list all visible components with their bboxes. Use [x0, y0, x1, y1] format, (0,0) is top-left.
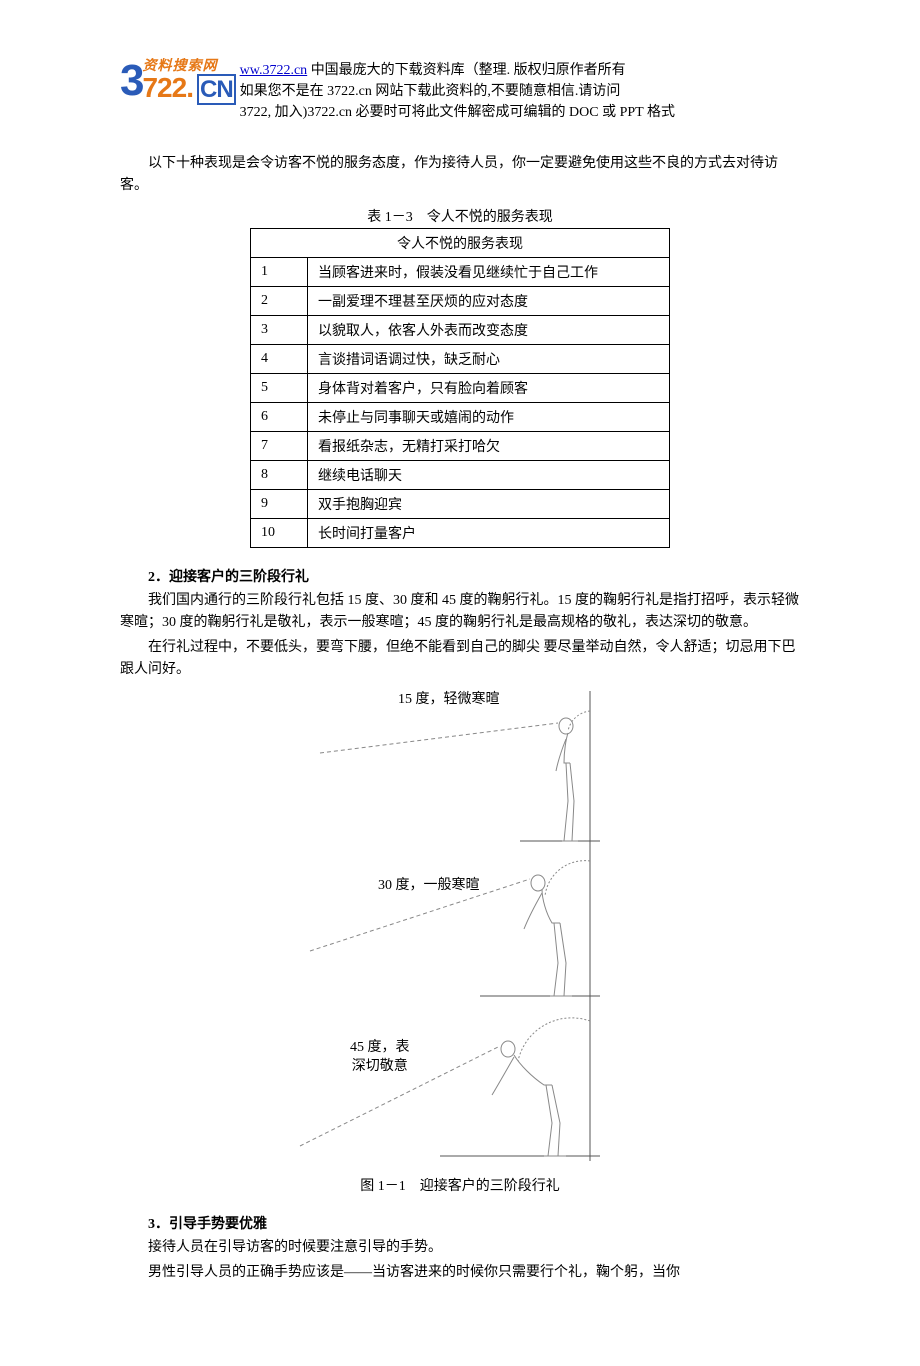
- row-text: 看报纸杂志，无精打采打哈欠: [308, 431, 670, 460]
- table-row: 5身体背对着客户，只有脸向着顾客: [251, 373, 670, 402]
- table-row: 2一副爱理不理甚至厌烦的应对态度: [251, 286, 670, 315]
- figure-label-45: 45 度，表 深切敬意: [350, 1039, 410, 1075]
- figure-label-15: 15 度，轻微寒暄: [398, 691, 500, 709]
- row-num: 1: [251, 257, 308, 286]
- row-num: 4: [251, 344, 308, 373]
- row-text: 一副爱理不理甚至厌烦的应对态度: [308, 286, 670, 315]
- site-header: 3 资料搜索网 722.CN ww.3722.cn 中国最庞大的下载资料库（整理…: [120, 60, 800, 123]
- table-caption-num: 表 1－3: [367, 210, 413, 225]
- row-text: 双手抱胸迎宾: [308, 489, 670, 518]
- logo-stack: 资料搜索网 722.CN: [142, 60, 235, 102]
- row-text: 言谈措词语调过快，缺乏耐心: [308, 344, 670, 373]
- table-row: 9双手抱胸迎宾: [251, 489, 670, 518]
- section3-p1: 接待人员在引导访客的时候要注意引导的手势。: [120, 1237, 800, 1259]
- table-row: 10长时间打量客户: [251, 518, 670, 547]
- logo-722-row: 722.CN: [142, 74, 235, 102]
- row-text: 以貌取人，依客人外表而改变态度: [308, 315, 670, 344]
- row-text: 当顾客进来时，假装没看见继续忙于自己工作: [308, 257, 670, 286]
- figure-caption: 图 1－1 迎接客户的三阶段行礼: [120, 1175, 800, 1195]
- section2-p2: 在行礼过程中，不要低头，要弯下腰，但绝不能看到自己的脚尖 要尽量举动自然，令人舒…: [120, 637, 800, 682]
- table-row: 7看报纸杂志，无精打采打哈欠: [251, 431, 670, 460]
- figure-caption-title: 迎接客户的三阶段行礼: [420, 1179, 560, 1194]
- header-line1: 中国最庞大的下载资料库（整理. 版权归原作者所有: [307, 63, 626, 78]
- section3-heading: 3．引导手势要优雅: [120, 1213, 800, 1233]
- figure-label-45a: 45 度，表: [350, 1040, 410, 1055]
- table-caption: 表 1－3 令人不悦的服务表现: [120, 206, 800, 226]
- bow-diagram-svg: [290, 691, 630, 1171]
- table-row: 4言谈措词语调过快，缺乏耐心: [251, 344, 670, 373]
- row-num: 3: [251, 315, 308, 344]
- table-row: 6未停止与同事聊天或嬉闹的动作: [251, 402, 670, 431]
- site-logo: 3 资料搜索网 722.CN: [120, 60, 236, 102]
- row-num: 7: [251, 431, 308, 460]
- logo-cn-text: CN: [197, 74, 236, 105]
- table-header: 令人不悦的服务表现: [251, 228, 670, 257]
- header-line3: 3722, 加入)3722.cn 必要时可将此文件解密成可编辑的 DOC 或 P…: [240, 105, 675, 120]
- table-row: 3以貌取人，依客人外表而改变态度: [251, 315, 670, 344]
- section2-p1: 我们国内通行的三阶段行礼包括 15 度、30 度和 45 度的鞠躬行礼。15 度…: [120, 590, 800, 635]
- table-row: 8继续电话聊天: [251, 460, 670, 489]
- row-num: 8: [251, 460, 308, 489]
- row-num: 6: [251, 402, 308, 431]
- bow-figure: 15 度，轻微寒暄 30 度，一般寒暄 45 度，表 深切敬意: [290, 691, 630, 1171]
- bad-service-table: 令人不悦的服务表现 1当顾客进来时，假装没看见继续忙于自己工作 2一副爱理不理甚…: [250, 228, 670, 548]
- figure-label-45b: 深切敬意: [352, 1059, 408, 1074]
- header-disclaimer: ww.3722.cn 中国最庞大的下载资料库（整理. 版权归原作者所有 如果您不…: [240, 60, 675, 123]
- document-page: 3 资料搜索网 722.CN ww.3722.cn 中国最庞大的下载资料库（整理…: [0, 0, 920, 1366]
- row-num: 2: [251, 286, 308, 315]
- row-text: 身体背对着客户，只有脸向着顾客: [308, 373, 670, 402]
- logo-3-glyph: 3: [120, 61, 142, 101]
- row-num: 10: [251, 518, 308, 547]
- section2-heading: 2．迎接客户的三阶段行礼: [120, 566, 800, 586]
- table-row: 1当顾客进来时，假装没看见继续忙于自己工作: [251, 257, 670, 286]
- section3-p2: 男性引导人员的正确手势应该是——当访客进来的时候你只需要行个礼，鞠个躬，当你: [120, 1262, 800, 1284]
- table-caption-title: 令人不悦的服务表现: [427, 210, 553, 225]
- row-num: 9: [251, 489, 308, 518]
- figure-caption-num: 图 1－1: [360, 1179, 406, 1194]
- intro-paragraph: 以下十种表现是会令访客不悦的服务态度，作为接待人员，你一定要避免使用这些不良的方…: [120, 153, 800, 198]
- logo-722-text: 722.: [142, 72, 193, 103]
- figure-label-30: 30 度，一般寒暄: [378, 877, 480, 895]
- row-num: 5: [251, 373, 308, 402]
- row-text: 长时间打量客户: [308, 518, 670, 547]
- header-line2: 如果您不是在 3722.cn 网站下载此资料的,不要随意相信.请访问: [240, 84, 621, 99]
- site-link[interactable]: ww.3722.cn: [240, 63, 308, 78]
- row-text: 继续电话聊天: [308, 460, 670, 489]
- row-text: 未停止与同事聊天或嬉闹的动作: [308, 402, 670, 431]
